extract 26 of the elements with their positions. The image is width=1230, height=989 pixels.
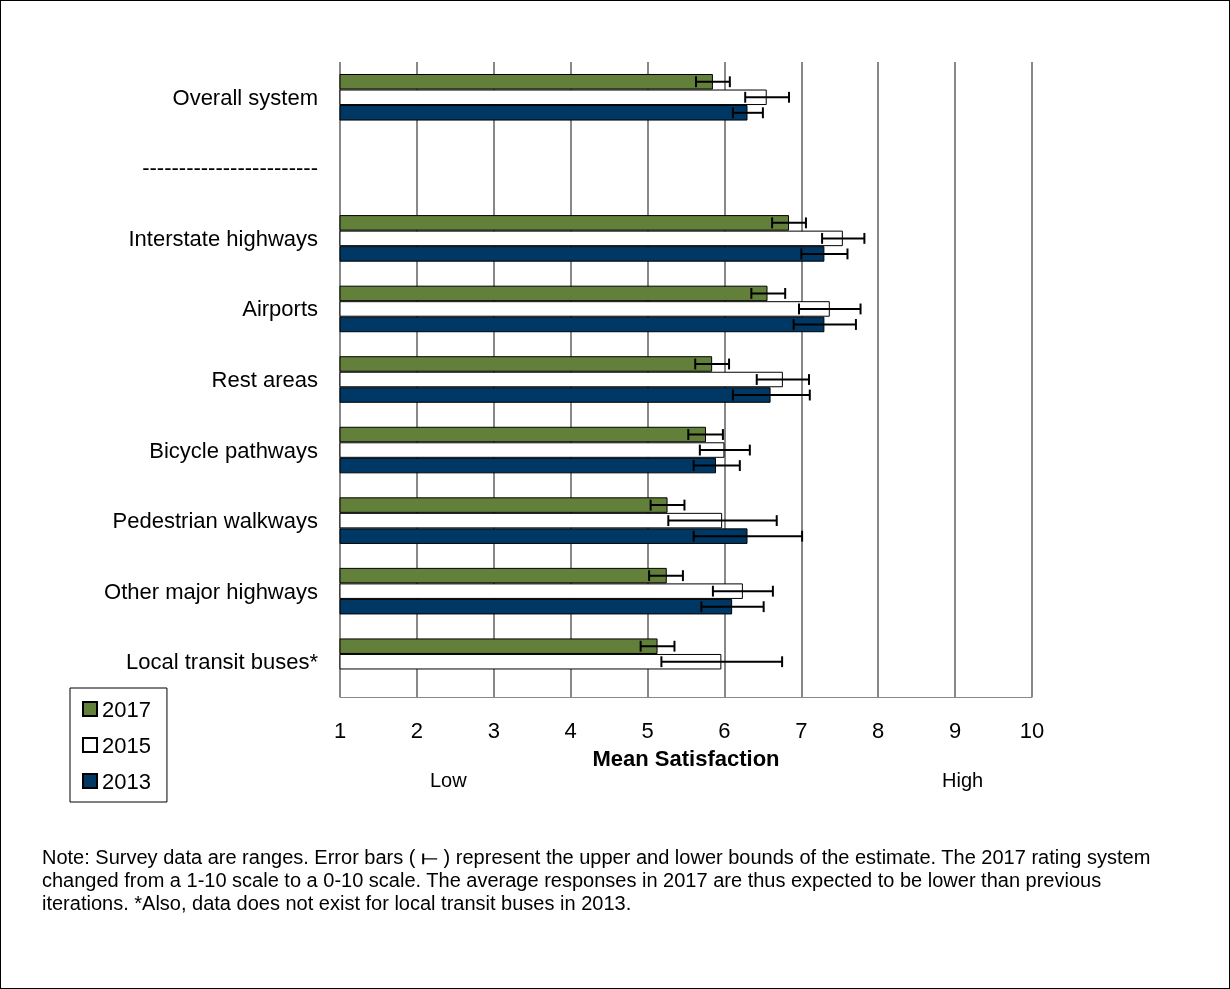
- x-tick-label: 8: [872, 717, 885, 743]
- y-tick-label: Bicycle pathways: [149, 437, 318, 463]
- legend-label: 2013: [102, 768, 151, 794]
- y-tick-label: Pedestrian walkways: [112, 508, 318, 534]
- legend-label: 2017: [102, 696, 151, 722]
- y-tick-label: Overall system: [172, 84, 318, 110]
- y-tick-label: Interstate highways: [128, 225, 318, 251]
- x-tick-label: 4: [564, 717, 577, 743]
- x-axis-title: Mean Satisfaction: [592, 745, 780, 771]
- x-tick-label: 6: [718, 717, 731, 743]
- y-tick-label: Local transit buses*: [126, 649, 319, 675]
- y-tick-label: ------------------------: [142, 155, 318, 181]
- x-tick-label: 1: [333, 717, 347, 743]
- x-tick-label: 3: [487, 717, 500, 743]
- x-tick-label: 7: [795, 717, 808, 743]
- y-tick-label: Rest areas: [211, 367, 318, 392]
- x-tick-label: 9: [948, 717, 962, 743]
- x-tick-label: 10: [1019, 717, 1045, 743]
- text: High: [942, 769, 984, 791]
- text: Low: [429, 769, 468, 791]
- x-tick-label: 2: [410, 717, 424, 743]
- legend-label: 2015: [102, 732, 151, 758]
- x-tick-label: 5: [641, 717, 654, 743]
- y-tick-label: Airports: [242, 296, 318, 322]
- text: Note: Survey data are ranges. Error bars ( ⟝ ) represent the upper and lower bounds of the estimate. The 2017 rating system changed from a 1-10 scale to a 0-10 scale. The average responses in 2017 are thus expected to be lower than previous iterations. *Also, data does not exist for local transit buses in 2013.: [42, 846, 1152, 915]
- y-tick-label: Other major highways: [104, 578, 318, 604]
